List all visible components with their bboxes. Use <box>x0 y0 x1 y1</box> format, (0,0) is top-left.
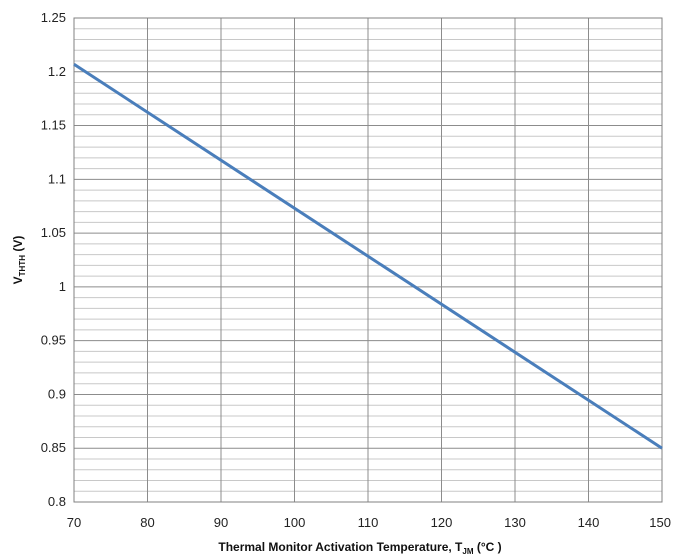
x-tick-label: 80 <box>140 515 154 530</box>
y-tick-label: 1.1 <box>48 171 66 186</box>
x-axis-label-suffix: (°C ) <box>474 540 502 554</box>
y-tick-label: 1.05 <box>41 225 66 240</box>
x-axis-label: Thermal Monitor Activation Temperature, … <box>218 540 501 556</box>
y-axis-label: VTHTH (V) <box>11 236 27 285</box>
y-tick-labels: 0.8 0.85 0.9 0.95 1 1.05 1.1 1.15 1.2 1.25 <box>41 10 66 509</box>
x-tick-label: 100 <box>284 515 306 530</box>
x-tick-label: 90 <box>214 515 228 530</box>
x-axis-label-subscript: JM <box>462 547 473 556</box>
series-line <box>73 62 663 450</box>
x-tick-labels: 70 80 90 100 110 120 130 140 150 <box>67 515 671 530</box>
x-axis-label-main: Thermal Monitor Activation Temperature, … <box>218 540 463 554</box>
series-layer <box>73 62 663 450</box>
y-tick-label: 0.8 <box>48 494 66 509</box>
y-axis-label-suffix: (V) <box>11 236 25 255</box>
y-axis-label-subscript: THTH <box>18 255 27 277</box>
x-tick-label: 120 <box>431 515 453 530</box>
major-gridlines <box>73 17 663 503</box>
x-tick-label: 140 <box>578 515 600 530</box>
y-axis-label-main: V <box>11 276 25 284</box>
y-tick-label: 0.9 <box>48 386 66 401</box>
y-tick-label: 1.15 <box>41 118 66 133</box>
y-tick-label: 1 <box>59 279 66 294</box>
x-tick-label: 150 <box>649 515 671 530</box>
x-tick-label: 110 <box>358 515 379 530</box>
x-tick-label: 70 <box>67 515 81 530</box>
y-tick-label: 1.2 <box>48 64 66 79</box>
x-tick-label: 130 <box>504 515 526 530</box>
y-tick-label: 1.25 <box>41 10 66 25</box>
y-tick-label: 0.95 <box>41 333 66 348</box>
plot-area <box>73 17 663 503</box>
y-tick-label: 0.85 <box>41 440 66 455</box>
